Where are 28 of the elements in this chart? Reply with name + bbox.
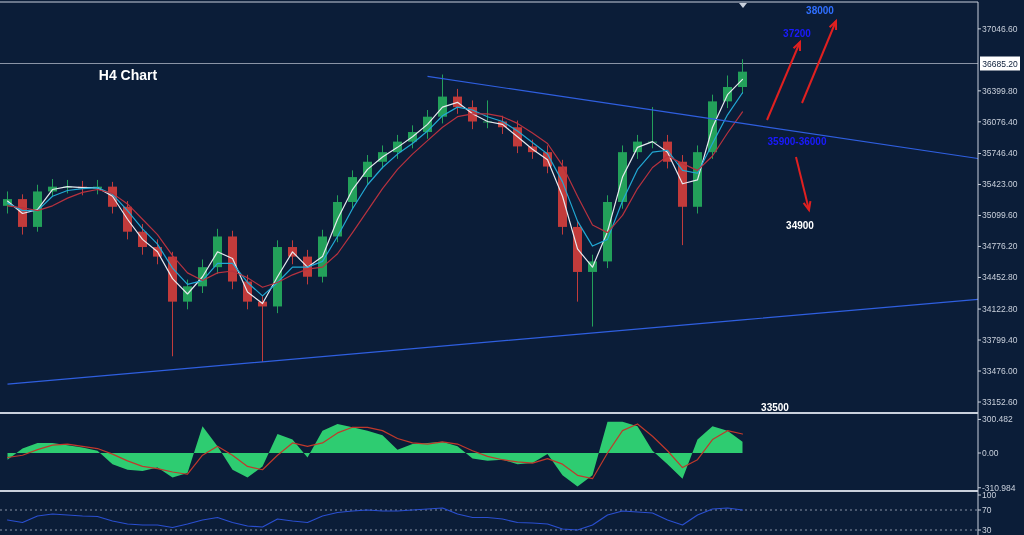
text: 34900 <box>786 220 815 231</box>
y-tick-label: 300.482 <box>982 414 1013 425</box>
ref-line-label: 36685.20 <box>982 58 1018 69</box>
y-tick-label: 33476.00 <box>982 366 1018 377</box>
text: 33500 <box>761 402 790 413</box>
y-tick-label: 35099.60 <box>982 210 1018 221</box>
y-tick-label: 35746.40 <box>982 148 1018 159</box>
y-tick-label: 100 <box>982 490 997 500</box>
text: 35900-36000 <box>767 136 827 147</box>
y-tick-label: 33152.60 <box>982 397 1018 408</box>
y-tick-label: 0.00 <box>982 448 999 459</box>
y-tick-label: 36399.80 <box>982 85 1018 96</box>
y-tick-label: 34776.20 <box>982 241 1018 252</box>
text: 38000 <box>806 5 835 16</box>
candlestick <box>183 279 192 310</box>
text: 37200 <box>783 28 812 39</box>
y-tick-label: 70 <box>982 505 992 515</box>
y-tick-label: 34452.80 <box>982 272 1018 283</box>
y-tick-label: 36076.40 <box>982 116 1018 127</box>
line-series <box>6 507 744 531</box>
candlestick <box>738 58 747 95</box>
y-tick-label: 37046.60 <box>982 23 1018 34</box>
y-tick-label: -310.984 <box>982 482 1016 493</box>
y-tick-label: 34122.80 <box>982 304 1018 315</box>
y-tick-label: 30 <box>982 525 992 535</box>
text: H4 Chart <box>98 67 158 83</box>
y-tick-label: 33799.40 <box>982 335 1018 346</box>
y-tick-label: 35423.00 <box>982 179 1018 190</box>
